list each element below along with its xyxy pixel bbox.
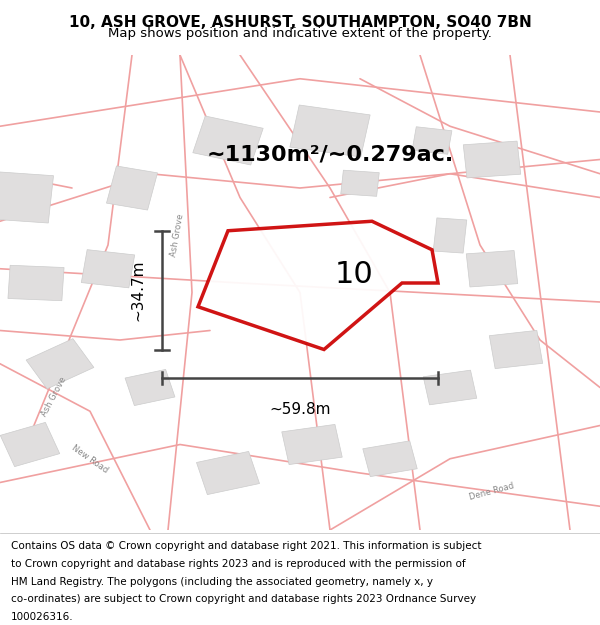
Polygon shape (0, 172, 53, 223)
Polygon shape (423, 370, 477, 405)
Polygon shape (26, 339, 94, 389)
Text: co-ordinates) are subject to Crown copyright and database rights 2023 Ordnance S: co-ordinates) are subject to Crown copyr… (11, 594, 476, 604)
Text: to Crown copyright and database rights 2023 and is reproduced with the permissio: to Crown copyright and database rights 2… (11, 559, 466, 569)
Text: HM Land Registry. The polygons (including the associated geometry, namely x, y: HM Land Registry. The polygons (includin… (11, 576, 433, 586)
Polygon shape (490, 331, 542, 369)
Text: Map shows position and indicative extent of the property.: Map shows position and indicative extent… (108, 27, 492, 39)
Polygon shape (82, 249, 134, 288)
Polygon shape (193, 116, 263, 165)
Text: ~1130m²/~0.279ac.: ~1130m²/~0.279ac. (206, 145, 454, 165)
Polygon shape (433, 218, 467, 253)
Polygon shape (196, 451, 260, 494)
Text: ~59.8m: ~59.8m (269, 402, 331, 417)
Text: 100026316.: 100026316. (11, 612, 73, 622)
Polygon shape (412, 127, 452, 154)
Text: Ash Grove: Ash Grove (169, 213, 185, 258)
Text: Contains OS data © Crown copyright and database right 2021. This information is : Contains OS data © Crown copyright and d… (11, 541, 481, 551)
Text: Dene Road: Dene Road (469, 482, 515, 502)
Polygon shape (341, 170, 379, 196)
Polygon shape (463, 141, 521, 178)
Polygon shape (125, 369, 175, 406)
Text: 10: 10 (335, 261, 373, 289)
Polygon shape (466, 251, 518, 287)
Polygon shape (282, 424, 342, 464)
Text: 10, ASH GROVE, ASHURST, SOUTHAMPTON, SO40 7BN: 10, ASH GROVE, ASHURST, SOUTHAMPTON, SO4… (68, 16, 532, 31)
Polygon shape (198, 221, 438, 349)
Polygon shape (363, 441, 417, 477)
Polygon shape (0, 422, 60, 467)
Text: ~34.7m: ~34.7m (131, 259, 146, 321)
Text: Ash Grove: Ash Grove (40, 376, 68, 418)
Polygon shape (8, 265, 64, 301)
Polygon shape (290, 105, 370, 157)
Polygon shape (106, 166, 158, 210)
Text: New Road: New Road (70, 443, 110, 474)
